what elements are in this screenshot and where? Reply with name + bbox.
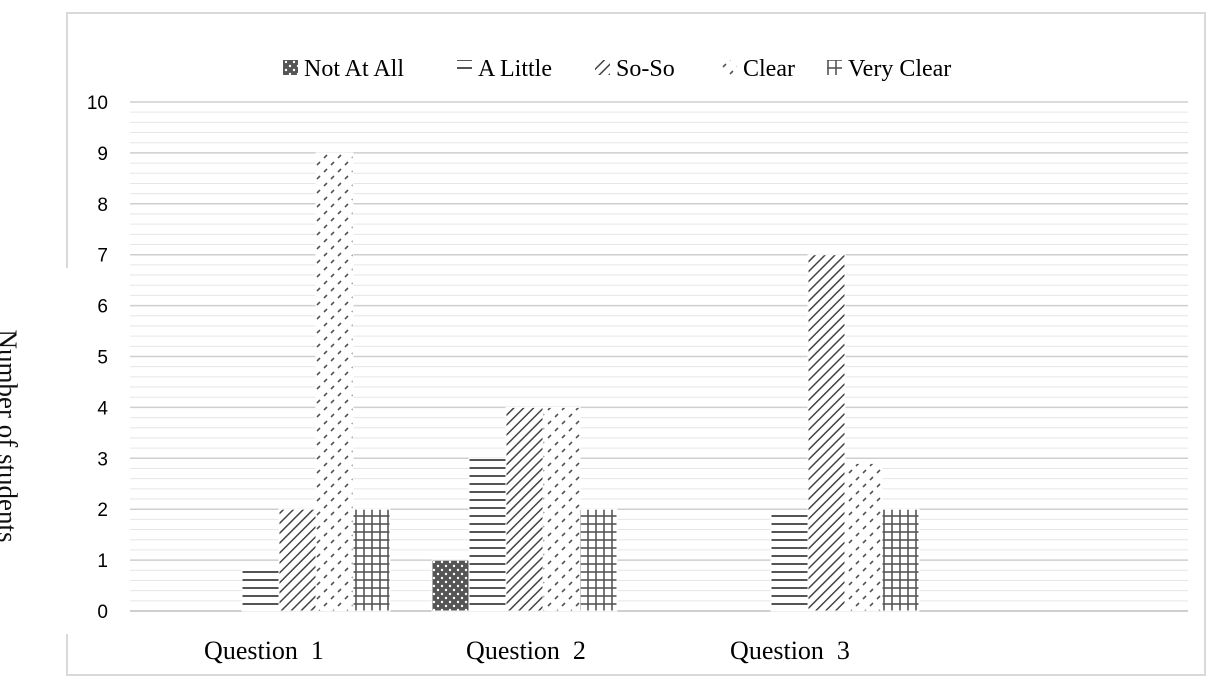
y-tick-label: 0 [97,602,108,623]
bar-2-q2 [468,457,507,612]
legend-swatch [283,60,298,75]
x-category-label: Question 1 [204,636,324,665]
y-tick-label: 9 [97,144,108,165]
y-tick-label: 6 [97,297,108,318]
y-tick-label: 3 [97,449,108,470]
y-tick-label: 4 [97,398,108,419]
bar-3-q1 [278,508,317,612]
bar-3-q2 [505,406,544,612]
legend-swatch [457,60,472,75]
bar-4-q1 [315,152,354,612]
bar-4-q3 [844,462,883,612]
bars [241,152,920,612]
legend-swatch [827,60,842,75]
bar-1-q2 [431,559,470,612]
legend: Not At All A Little So-So Clear Very Clear [283,56,951,82]
legend-label: Clear [743,56,795,82]
x-category-label: Question 2 [466,636,586,665]
y-tick-label: 8 [97,195,108,216]
major-gridlines [130,101,1188,612]
y-tick-label: 10 [87,93,108,114]
legend-label: A Little [478,56,552,82]
bar-3-q3 [807,254,846,612]
bar-4-q2 [542,406,581,612]
bar-5-q1 [352,508,391,612]
legend-swatch [595,60,610,75]
bar-5-q2 [579,508,618,612]
legend-label: Very Clear [848,56,951,82]
x-category-label: Question 3 [730,636,850,665]
x-axis-categories: Question 1 Question 2 Question 3 [204,636,850,665]
y-tick-label: 1 [97,551,108,572]
y-tick-label: 2 [97,500,108,521]
ylabel-background [0,268,70,634]
y-tick-label: 7 [97,246,108,267]
y-tick-label: 5 [97,348,108,369]
legend-swatch [722,60,737,75]
y-axis-ticks: 0 1 2 3 4 5 6 7 8 9 10 [87,93,109,623]
legend-label: Not At All [304,56,404,82]
bar-2-q1 [241,564,280,612]
legend-label: So-So [616,56,675,82]
bar-5-q3 [881,508,920,612]
bar-2-q3 [770,513,809,612]
